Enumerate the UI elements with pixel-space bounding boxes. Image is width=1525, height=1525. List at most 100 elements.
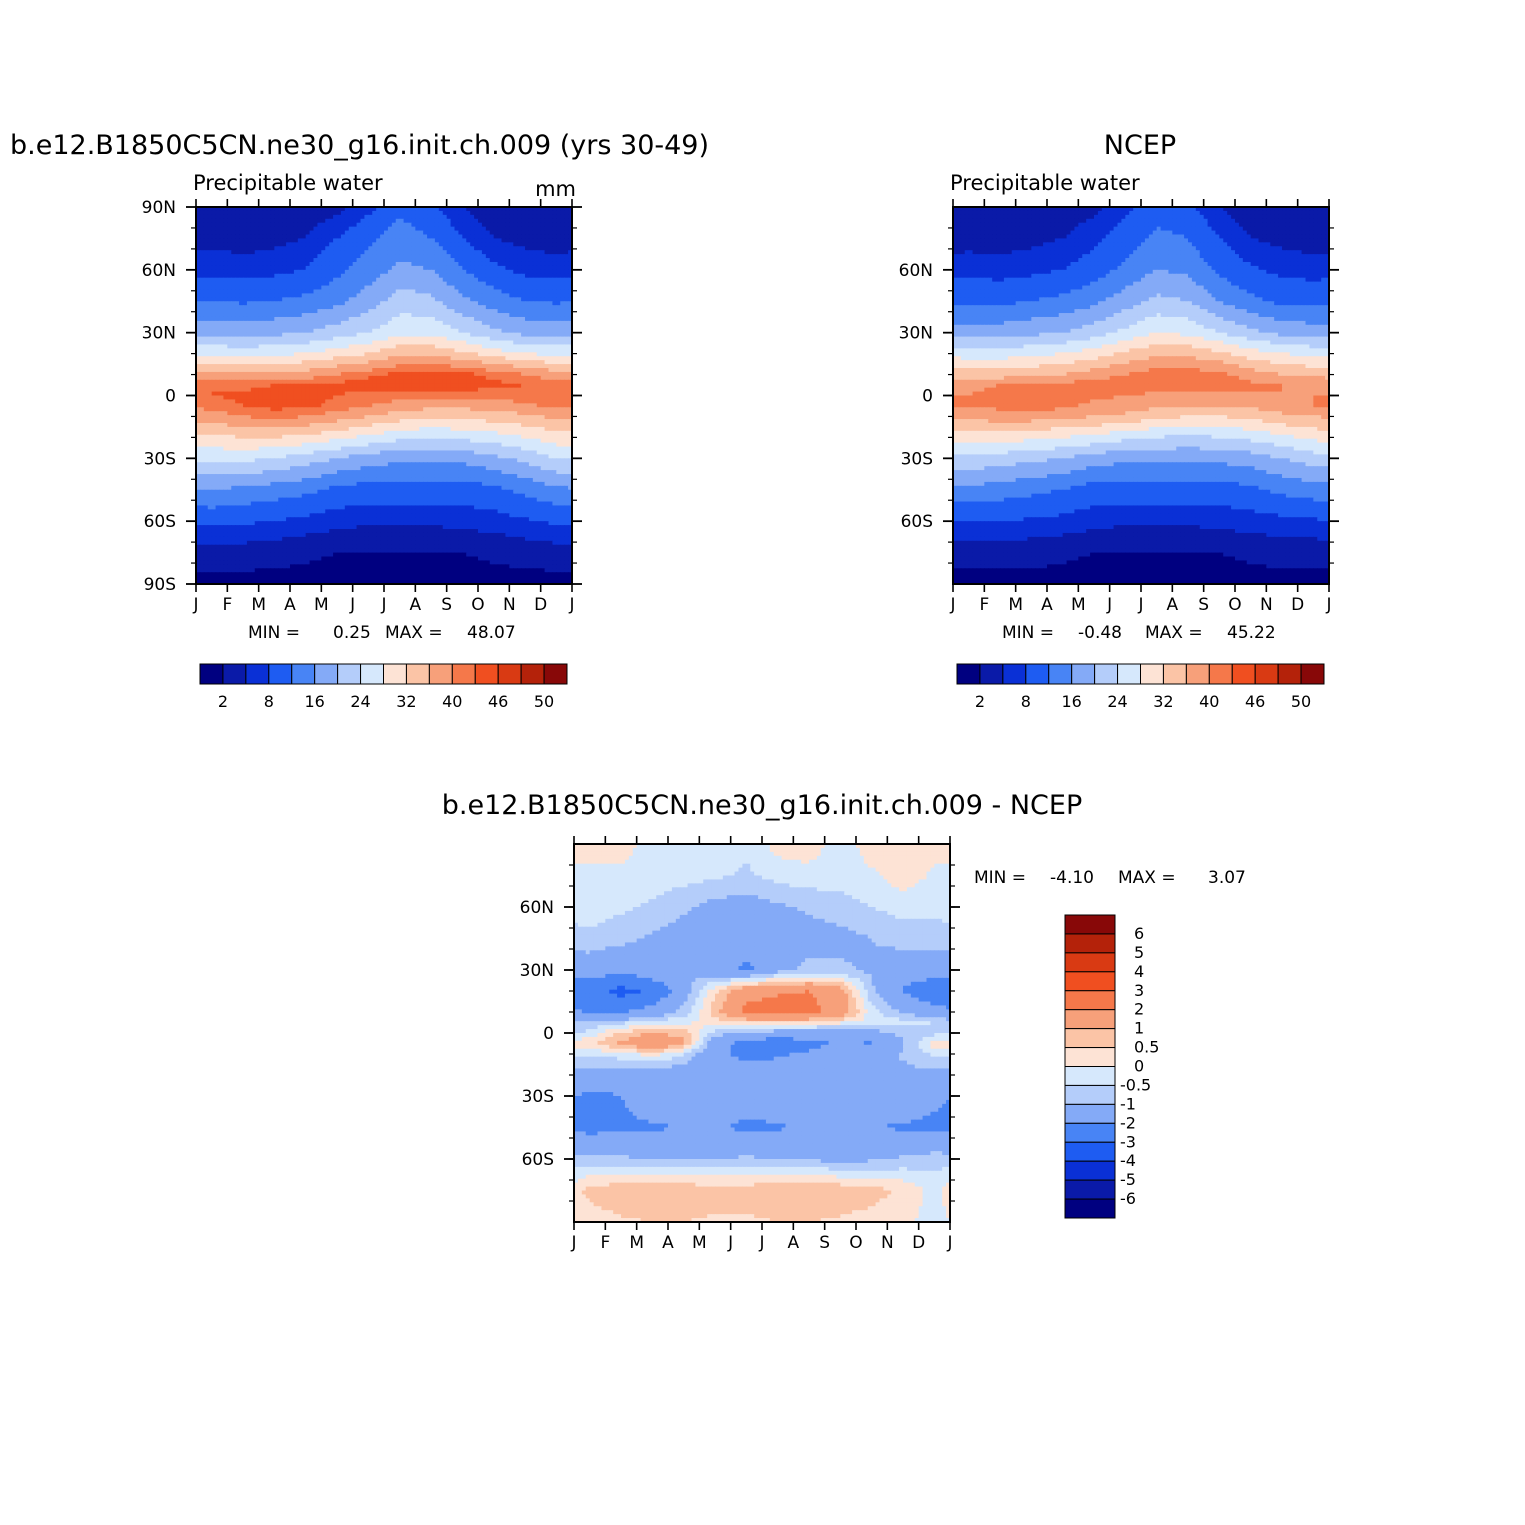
panel-model-cell bbox=[333, 356, 338, 361]
panel-model-cell bbox=[286, 210, 291, 216]
panel-model-cell bbox=[497, 242, 503, 247]
panel-model-cell bbox=[489, 214, 495, 220]
panel-model-cell bbox=[246, 234, 252, 240]
panel-model-cell bbox=[466, 230, 471, 236]
panel-model-cell bbox=[384, 313, 389, 318]
panel-model-cell bbox=[325, 297, 330, 302]
panel-model-cell bbox=[258, 387, 264, 393]
panel-model-cell bbox=[344, 320, 350, 326]
panel-model-cell bbox=[536, 234, 542, 240]
panel-model-cell bbox=[384, 254, 389, 259]
panel-model-cell bbox=[293, 234, 299, 240]
panel-model-cell bbox=[376, 348, 381, 353]
panel-model-cell bbox=[227, 316, 232, 322]
panel-model-cell bbox=[387, 214, 393, 220]
panel-model-cell bbox=[501, 391, 507, 397]
panel-model-cell bbox=[297, 258, 303, 263]
panel-model-cell bbox=[282, 368, 287, 373]
panel-model-cell bbox=[517, 214, 522, 220]
panel-model-cell bbox=[525, 320, 530, 326]
panel-model-cell bbox=[266, 336, 272, 342]
panel-model-cell bbox=[305, 360, 311, 365]
panel-model-cell bbox=[513, 336, 518, 342]
panel-model-cell bbox=[301, 301, 307, 306]
panel-model-cell bbox=[395, 226, 401, 232]
panel-model-cell bbox=[462, 281, 467, 287]
panel-model-cell bbox=[568, 309, 573, 314]
panel-model-cell bbox=[325, 289, 330, 294]
panel-model-cell bbox=[223, 234, 228, 240]
panel-model-cell bbox=[329, 364, 334, 369]
panel-model-cell bbox=[243, 348, 248, 353]
panel-model-cell bbox=[556, 226, 561, 232]
panel-model-cell bbox=[462, 352, 467, 357]
panel-model-cell bbox=[203, 222, 209, 228]
panel-model-cell bbox=[481, 316, 487, 322]
panel-model-cell bbox=[505, 348, 510, 353]
panel-model-cell bbox=[462, 297, 467, 302]
panel-model-cell bbox=[380, 207, 385, 212]
panel-model-cell bbox=[509, 254, 514, 259]
panel-model-cell bbox=[223, 332, 228, 338]
panel-model-cell bbox=[223, 230, 228, 236]
panel-model-cell bbox=[372, 313, 377, 318]
panel-model-cell bbox=[497, 328, 503, 334]
panel-model-cell bbox=[399, 313, 405, 318]
panel-model-cell bbox=[434, 207, 440, 212]
panel-model-cell bbox=[278, 285, 283, 291]
panel-model-cell bbox=[340, 313, 346, 318]
panel-model-cell bbox=[325, 214, 330, 220]
panel-model-cell bbox=[333, 250, 338, 255]
panel-model-cell bbox=[458, 383, 463, 389]
panel-model-cell bbox=[258, 281, 264, 287]
panel-model-cell bbox=[431, 340, 436, 346]
panel-model-cell bbox=[360, 238, 366, 243]
panel-model-cell bbox=[293, 222, 299, 228]
panel-model-cell bbox=[293, 332, 299, 338]
panel-model-cell bbox=[282, 379, 287, 385]
panel-model-cell bbox=[497, 364, 503, 369]
panel-model-cell bbox=[411, 344, 416, 349]
panel-model-cell bbox=[203, 207, 209, 212]
panel-model-cell bbox=[466, 391, 471, 397]
panel-model-cell bbox=[207, 407, 213, 412]
panel-model-cell bbox=[344, 403, 350, 408]
panel-model-cell bbox=[501, 344, 507, 349]
panel-model-cell bbox=[352, 328, 358, 334]
panel-model-cell bbox=[270, 395, 275, 401]
panel-model-cell bbox=[196, 297, 201, 302]
panel-model-cell bbox=[458, 364, 463, 369]
panel-model-cell bbox=[227, 246, 232, 251]
panel-model-cell bbox=[509, 332, 514, 338]
panel-model-cell bbox=[434, 289, 440, 294]
panel-model-cell bbox=[556, 379, 561, 385]
panel-model-cell bbox=[521, 246, 526, 251]
panel-model-cell bbox=[337, 218, 342, 224]
panel-model-cell bbox=[434, 332, 440, 338]
panel-model-cell bbox=[211, 210, 217, 216]
panel-model-cell bbox=[297, 285, 303, 291]
panel-model-cell bbox=[290, 313, 295, 318]
panel-model-cell bbox=[431, 250, 436, 255]
panel-model-cell bbox=[227, 234, 232, 240]
panel-model-cell bbox=[528, 305, 534, 310]
panel-model-cell bbox=[532, 320, 538, 326]
panel-model-cell bbox=[215, 210, 221, 216]
panel-model-cell bbox=[196, 324, 201, 330]
panel-model-cell bbox=[462, 214, 467, 220]
panel-model-cell bbox=[352, 316, 358, 322]
panel-model-cell bbox=[270, 242, 275, 247]
panel-model-cell bbox=[528, 297, 534, 302]
panel-model-cell bbox=[485, 214, 491, 220]
panel-model-cell bbox=[474, 285, 479, 291]
panel-model-cell bbox=[364, 344, 369, 349]
panel-model-cell bbox=[403, 234, 409, 240]
panel-model-cell bbox=[564, 309, 569, 314]
panel-model-cell bbox=[478, 375, 483, 381]
panel-model-cell bbox=[207, 254, 213, 259]
panel-model-cell bbox=[348, 289, 354, 294]
panel-model-cell bbox=[356, 242, 362, 247]
panel-model-cell bbox=[329, 368, 334, 373]
panel-model-cell bbox=[223, 265, 228, 271]
panel-model-cell bbox=[207, 328, 213, 334]
